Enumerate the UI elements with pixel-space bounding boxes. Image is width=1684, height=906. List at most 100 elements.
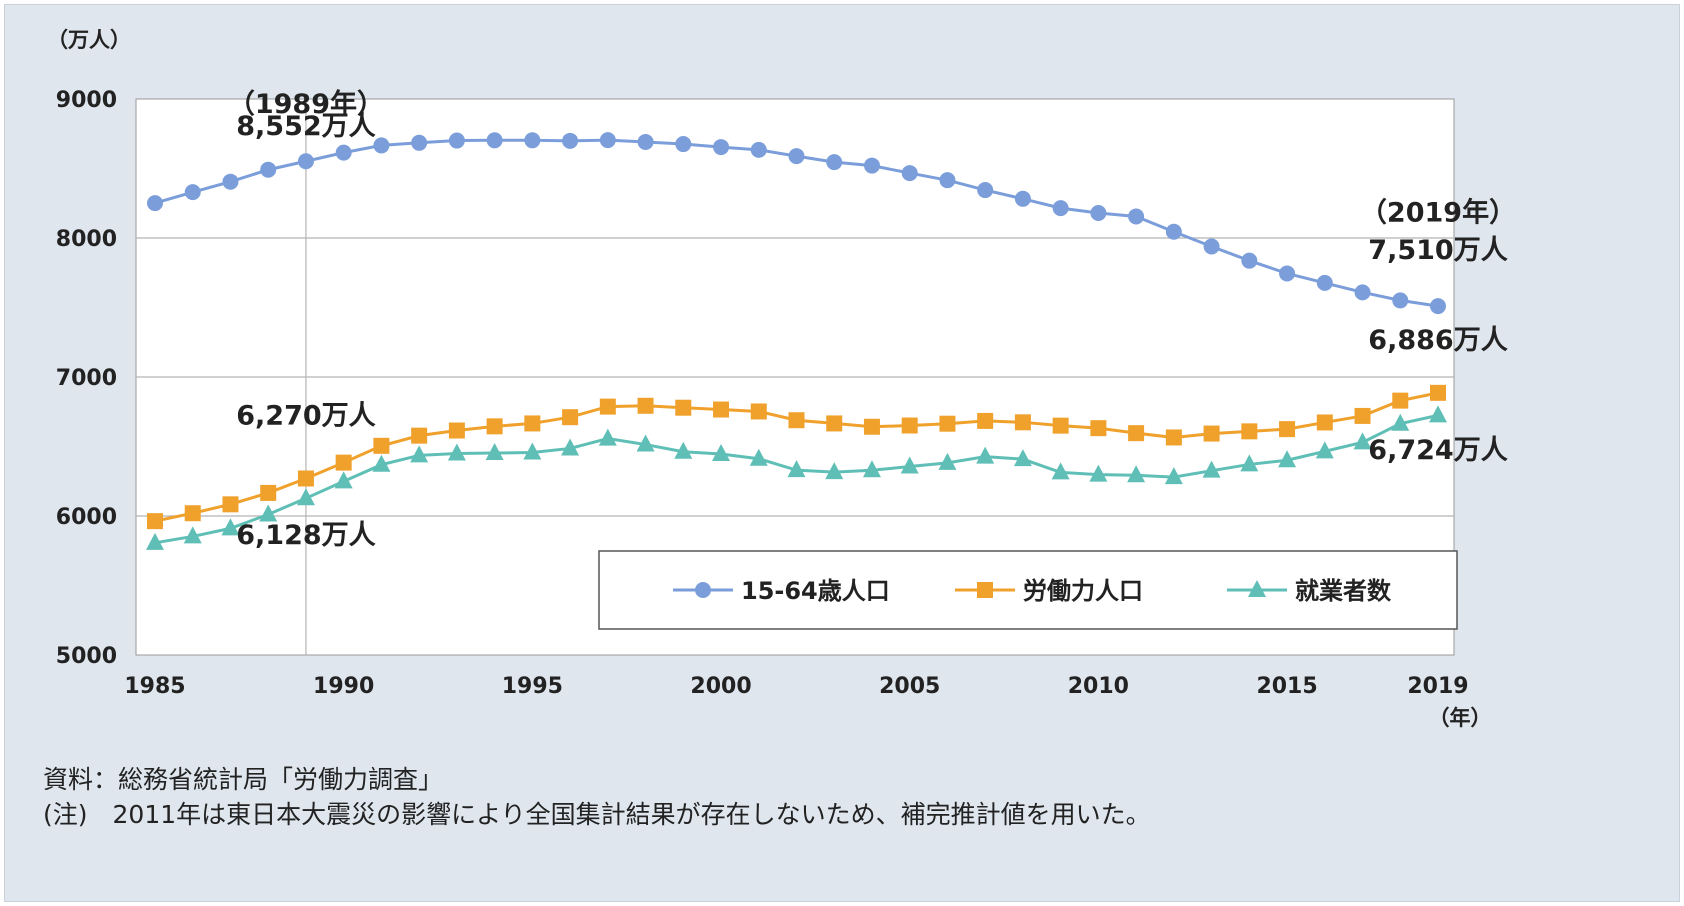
data-point (939, 415, 956, 432)
data-point (411, 134, 428, 151)
data-point (1279, 265, 1296, 282)
data-point (486, 132, 503, 149)
x-tick-label: 1990 (313, 674, 374, 699)
x-tick-label: 2010 (1068, 674, 1129, 699)
data-point (260, 161, 277, 178)
legend-item: 15-64歳人口 (673, 577, 890, 605)
data-point (713, 401, 730, 418)
data-point (260, 484, 277, 501)
data-point (1430, 384, 1446, 401)
data-point (1127, 465, 1146, 483)
data-point (713, 139, 730, 156)
x-unit-label: （年） (1429, 706, 1492, 730)
data-point (637, 397, 654, 414)
data-point (561, 438, 580, 456)
data-point (335, 454, 352, 471)
data-point (674, 441, 693, 459)
legend-marker (695, 582, 711, 598)
data-point (147, 513, 163, 530)
annotation-label: 8,552万人 (236, 111, 375, 142)
data-point (1391, 413, 1410, 431)
data-point (1090, 204, 1107, 221)
data-point (221, 518, 240, 536)
footnote: (注) 2011年は東日本大震災の影響により全国集計結果が存在しないため、補完推… (43, 800, 1151, 829)
data-point (1315, 441, 1334, 459)
source-note: 資料：総務省統計局「労働力調査」 (43, 765, 444, 794)
data-point (183, 526, 202, 544)
data-point (524, 415, 541, 432)
data-point (599, 132, 616, 149)
data-point (788, 412, 805, 429)
data-point (675, 136, 692, 153)
legend-box (598, 550, 1458, 630)
data-point (1052, 200, 1069, 217)
data-point (675, 399, 692, 416)
y-tick-label: 6000 (56, 505, 117, 530)
data-point (900, 456, 919, 474)
x-tick-label: 2015 (1256, 674, 1317, 699)
data-point (1430, 298, 1446, 315)
series-triangle (146, 405, 1447, 550)
data-point (146, 532, 164, 550)
data-point (373, 437, 390, 454)
data-point (826, 154, 843, 171)
data-point (976, 446, 995, 464)
data-point (523, 442, 542, 460)
data-point (1354, 407, 1371, 424)
data-point (184, 184, 201, 201)
annotation-label: （1989年） (228, 88, 384, 120)
data-point (411, 427, 428, 444)
data-point (486, 418, 503, 435)
data-point (787, 460, 806, 478)
data-point (485, 443, 504, 461)
y-tick-label: 8000 (56, 227, 117, 252)
data-point (977, 412, 994, 429)
data-point (637, 133, 654, 150)
annotation-label: （2019年） (1360, 196, 1516, 228)
x-tick-label: 1985 (124, 674, 185, 699)
data-point (977, 182, 994, 199)
data-point (1089, 464, 1108, 482)
x-tick-label: 1995 (502, 674, 563, 699)
data-point (562, 132, 579, 149)
data-point (1203, 425, 1220, 442)
data-point (222, 173, 239, 190)
data-point (750, 141, 767, 158)
data-point (599, 398, 616, 415)
data-point (296, 488, 315, 506)
data-point (410, 445, 429, 463)
data-point (1014, 414, 1031, 431)
data-point (1316, 274, 1333, 291)
data-point (335, 144, 352, 161)
annotation-label: 7,510万人 (1368, 235, 1507, 266)
y-tick-label: 7000 (56, 366, 117, 391)
data-point (1164, 467, 1183, 485)
data-point (1392, 292, 1409, 309)
data-point (863, 157, 880, 174)
data-point (334, 471, 353, 489)
data-point (1203, 238, 1220, 255)
data-point (1202, 460, 1221, 478)
data-point (1051, 462, 1070, 480)
data-point (598, 428, 617, 446)
annotation-label: 6,128万人 (236, 520, 375, 551)
data-point (1013, 449, 1032, 467)
data-point (1014, 190, 1031, 207)
data-point (147, 195, 163, 212)
data-point (750, 403, 767, 420)
data-point (1165, 429, 1182, 446)
data-point (222, 496, 239, 513)
data-point (1241, 252, 1258, 269)
data-point (448, 422, 465, 439)
data-point (1241, 423, 1258, 440)
legend-label: 労働力人口 (1023, 577, 1143, 605)
data-point (524, 132, 541, 149)
series-square (147, 384, 1446, 530)
data-point (749, 448, 768, 466)
x-tick-label: 2019 (1407, 674, 1468, 699)
data-point (939, 172, 956, 189)
data-point (826, 415, 843, 432)
data-point (562, 409, 579, 426)
data-point (1240, 454, 1259, 472)
x-tick-label: 2000 (690, 674, 751, 699)
